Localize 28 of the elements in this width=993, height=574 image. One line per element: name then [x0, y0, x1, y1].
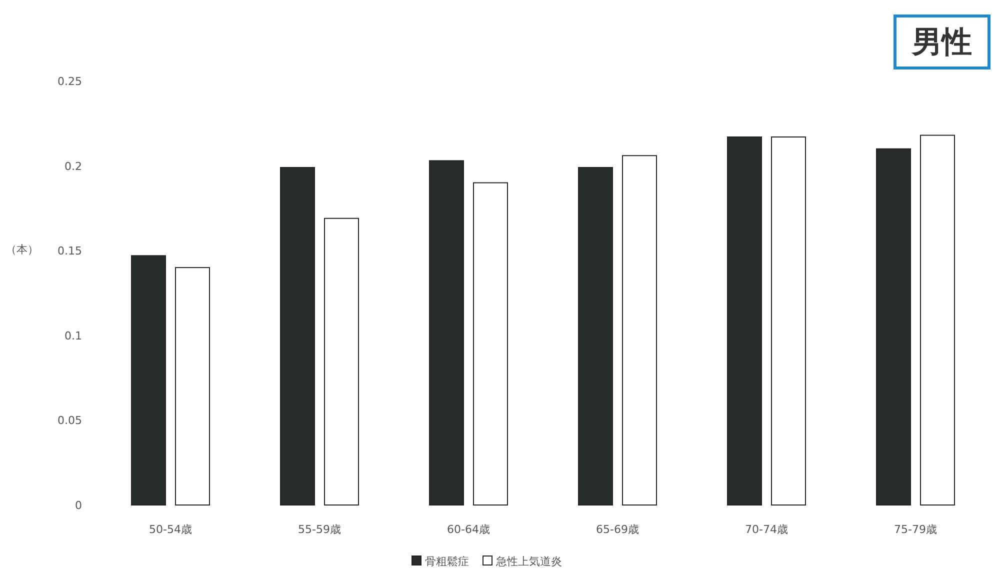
x-tick-label: 65-69歳 — [596, 523, 639, 536]
y-tick-label: 0.05 — [58, 414, 82, 428]
bar — [473, 182, 508, 506]
bar — [771, 136, 806, 506]
bar — [280, 166, 315, 506]
text: 男性 — [911, 25, 972, 60]
bar — [429, 160, 464, 506]
x-tick-label: 50-54歳 — [149, 523, 192, 536]
y-tick-label: 0 — [75, 499, 82, 512]
y-tick-label: 0.2 — [64, 160, 82, 173]
bar — [578, 166, 613, 506]
x-tick-label: 55-59歳 — [298, 523, 341, 536]
y-axis-title: （本） — [6, 243, 38, 256]
bar — [622, 155, 657, 506]
y-tick-label: 0.1 — [64, 329, 82, 342]
bar — [876, 148, 911, 506]
x-tick-label: 70-74歳 — [745, 523, 788, 536]
y-tick-label: 0.15 — [58, 244, 82, 258]
x-tick-label: 60-64歳 — [447, 523, 490, 536]
x-tick-label: 75-79歳 — [894, 523, 937, 536]
bar — [920, 134, 955, 506]
y-tick-label: 0.25 — [58, 75, 82, 88]
bar — [131, 255, 166, 506]
legend-label: 急性上気道炎 — [495, 555, 562, 568]
bar — [727, 136, 762, 506]
bar — [324, 218, 359, 506]
bar — [175, 267, 210, 506]
legend-label: 骨粗鬆症 — [425, 555, 469, 568]
